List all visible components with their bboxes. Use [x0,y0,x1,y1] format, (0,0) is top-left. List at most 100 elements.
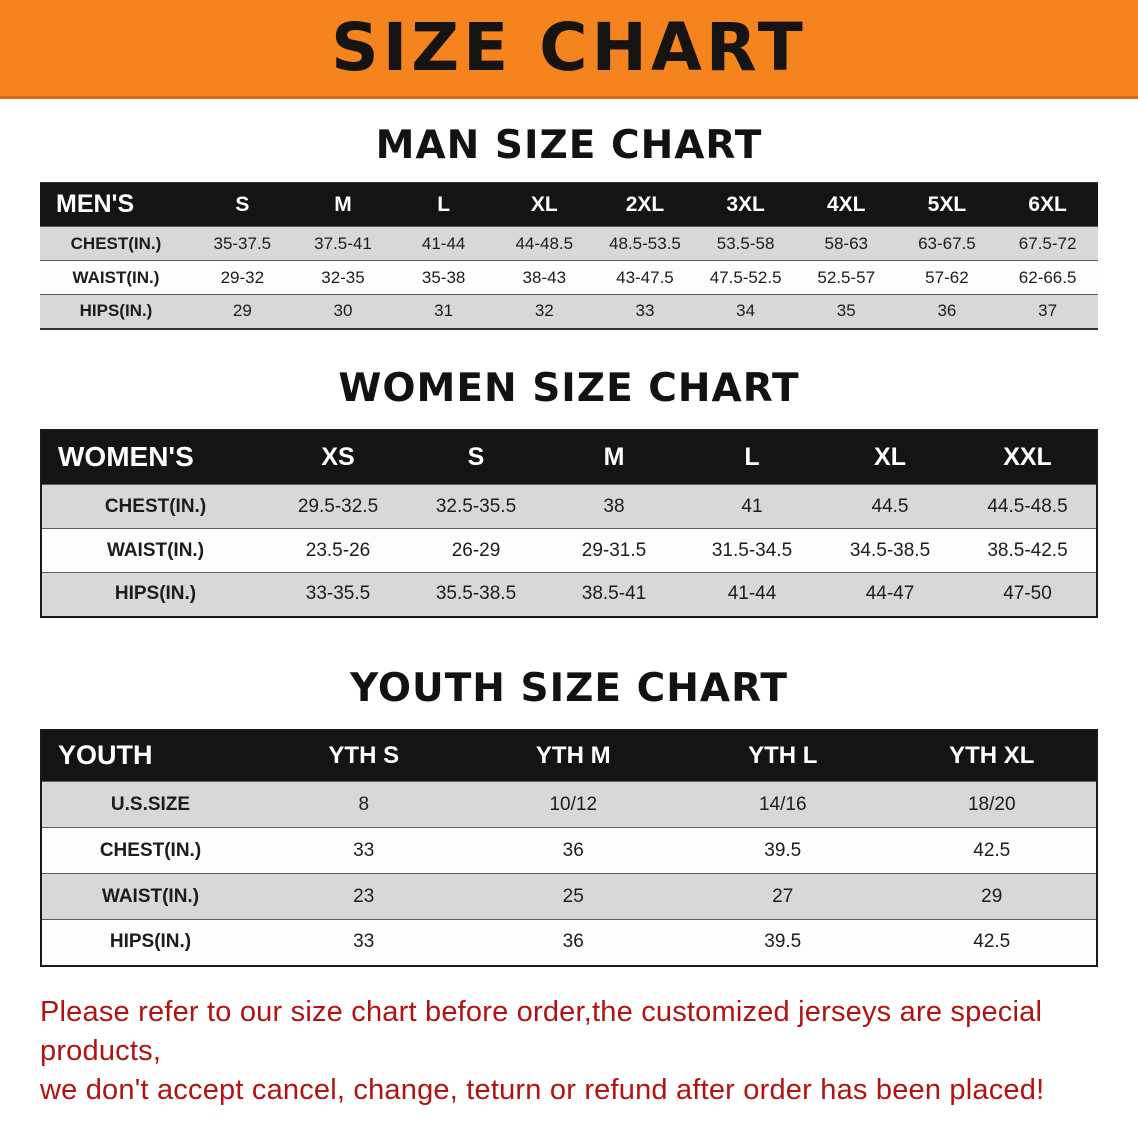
size-column-header: YTH L [678,729,888,782]
size-value-cell: 38.5-41 [545,572,683,617]
measurement-label: CHEST(IN.) [41,827,259,874]
size-value-cell: 33 [259,919,469,966]
size-column-header: YTH XL [887,729,1097,782]
measurement-row: WAIST(IN.) 23.5-26 26-29 29-31.5 31.5-34.5 34… [41,528,1097,573]
youth-section-heading: YOUTH SIZE CHART [350,665,788,711]
size-value-cell: 41-44 [683,572,821,617]
size-value-cell: 10/12 [468,781,678,828]
measurement-label: WAIST(IN.) [40,260,192,295]
size-value-cell: 23.5-26 [269,528,407,573]
men-size-table: MEN'S S M L XL 2XL 3XL 4XL 5XL 6XL CHEST(IN.) 35-37… [40,182,1098,330]
size-value-cell: 33-35.5 [269,572,407,617]
size-column-header: 3XL [695,182,796,227]
disclaimer: Please refer to our size chart before or… [0,993,1138,1110]
measurement-label: WAIST(IN.) [41,528,269,573]
size-value-cell: 29-32 [192,260,293,295]
size-value-cell: 39.5 [678,919,888,966]
measurement-label: CHEST(IN.) [40,226,192,261]
disclaimer-line-2: we don't accept cancel, change, teturn o… [40,1073,1045,1106]
youth-section: YOUTH SIZE CHART YOUTH YTH S YTH M YTH L YTH… [0,666,1138,967]
women-section: WOMEN SIZE CHART WOMEN'S XS S M L XL XXL CHEST(… [0,366,1138,618]
size-value-cell: 30 [292,294,394,329]
men-section: MAN SIZE CHART MEN'S S M L XL 2XL 3XL 4XL 5XL 6XL… [0,123,1138,330]
size-column-header: 4XL [795,182,897,227]
size-value-cell: 47-50 [959,572,1097,617]
table-group-label: WOMEN'S [41,429,269,485]
women-section-heading: WOMEN SIZE CHART [338,365,800,411]
size-value-cell: 67.5-72 [997,226,1098,261]
size-value-cell: 44-48.5 [493,226,595,261]
measurement-row: CHEST(IN.) 33 36 39.5 42.5 [41,827,1097,874]
size-value-cell: 8 [259,781,469,828]
size-header-row: YOUTH YTH S YTH M YTH L YTH XL [41,729,1097,782]
size-value-cell: 62-66.5 [997,260,1098,295]
size-value-cell: 52.5-57 [795,260,897,295]
size-value-cell: 36 [468,919,678,966]
size-value-cell: 29 [887,873,1097,920]
size-value-cell: 63-67.5 [896,226,998,261]
measurement-label: U.S.SIZE [41,781,259,828]
measurement-row: CHEST(IN.) 29.5-32.5 32.5-35.5 38 41 44.5 44.5… [41,484,1097,529]
size-value-cell: 35.5-38.5 [407,572,545,617]
size-value-cell: 58-63 [795,226,897,261]
size-value-cell: 53.5-58 [695,226,796,261]
size-column-header: YTH M [468,729,678,782]
size-value-cell: 18/20 [887,781,1097,828]
size-value-cell: 32.5-35.5 [407,484,545,529]
size-value-cell: 48.5-53.5 [594,226,696,261]
measurement-row: CHEST(IN.) 35-37.5 37.5-41 41-44 44-48.5 48.5… [40,226,1098,261]
men-section-heading: MAN SIZE CHART [375,123,763,168]
size-column-header: XL [493,182,595,227]
size-value-cell: 25 [468,873,678,920]
size-column-header: M [292,182,394,227]
disclaimer-line-1: Please refer to our size chart before or… [40,995,1043,1067]
size-value-cell: 32-35 [292,260,394,295]
size-value-cell: 35 [795,294,897,329]
measurement-row: U.S.SIZE 8 10/12 14/16 18/20 [41,781,1097,828]
size-value-cell: 29-31.5 [545,528,683,573]
size-value-cell: 33 [594,294,696,329]
youth-size-table: YOUTH YTH S YTH M YTH L YTH XL U.S.SIZE 8 10/12… [40,728,1098,967]
size-value-cell: 29 [192,294,293,329]
size-column-header: 5XL [896,182,998,227]
size-value-cell: 31 [393,294,494,329]
table-group-label: MEN'S [40,182,192,227]
measurement-label: HIPS(IN.) [41,919,259,966]
size-value-cell: 36 [896,294,998,329]
size-value-cell: 29.5-32.5 [269,484,407,529]
size-column-header: M [545,429,683,485]
size-column-header: XXL [959,429,1097,485]
measurement-row: HIPS(IN.) 29 30 31 32 33 34 35 36 37 [40,294,1098,329]
size-value-cell: 14/16 [678,781,888,828]
measurement-row: HIPS(IN.) 33 36 39.5 42.5 [41,919,1097,966]
size-column-header: S [407,429,545,485]
size-value-cell: 41-44 [393,226,494,261]
size-value-cell: 27 [678,873,888,920]
size-column-header: L [683,429,821,485]
size-column-header: XL [821,429,959,485]
measurement-label: CHEST(IN.) [41,484,269,529]
measurement-row: WAIST(IN.) 29-32 32-35 35-38 38-43 43-47.5 47.… [40,260,1098,295]
size-value-cell: 34.5-38.5 [821,528,959,573]
size-value-cell: 32 [493,294,595,329]
size-value-cell: 23 [259,873,469,920]
size-value-cell: 37.5-41 [292,226,394,261]
size-value-cell: 37 [997,294,1098,329]
table-group-label: YOUTH [41,729,259,782]
size-value-cell: 36 [468,827,678,874]
size-header-row: WOMEN'S XS S M L XL XXL [41,429,1097,485]
size-column-header: S [192,182,293,227]
banner-title: SIZE CHART [331,9,807,86]
size-value-cell: 44.5-48.5 [959,484,1097,529]
measurement-label: HIPS(IN.) [40,294,192,329]
size-value-cell: 43-47.5 [594,260,696,295]
size-value-cell: 38-43 [493,260,595,295]
size-column-header: XS [269,429,407,485]
measurement-row: WAIST(IN.) 23 25 27 29 [41,873,1097,920]
size-value-cell: 57-62 [896,260,998,295]
size-value-cell: 33 [259,827,469,874]
size-value-cell: 47.5-52.5 [695,260,796,295]
size-value-cell: 38 [545,484,683,529]
size-value-cell: 31.5-34.5 [683,528,821,573]
